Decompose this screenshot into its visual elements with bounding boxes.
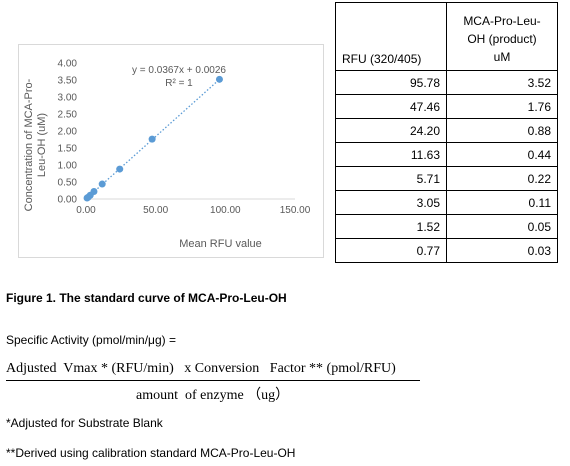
table-row: 47.46 1.76 [335, 94, 558, 119]
data-point [148, 135, 156, 143]
rfu-cell: 24.20 [335, 118, 447, 143]
y-axis-title-line: Leu-OH (uM) [36, 113, 48, 177]
product-header-line-3: uM [493, 50, 511, 64]
x-tick-label: 100.00 [210, 205, 241, 216]
y-tick-label: 3.50 [58, 76, 78, 87]
data-point [116, 165, 124, 173]
trendline-equation: y = 0.0367x + 0.0026 [132, 65, 226, 76]
data-point [98, 180, 106, 188]
x-axis-title: Mean RFU value [179, 238, 262, 250]
product-header-line-1: MCA-Pro-Leu- [463, 14, 541, 28]
table-row: 5.71 0.22 [335, 166, 558, 191]
product-header-line-2: OH (product) [467, 32, 537, 46]
product-cell: 0.05 [446, 214, 558, 239]
table-row: 0.77 0.03 [335, 238, 558, 263]
trendline-r-squared: R² = 1 [165, 78, 193, 89]
standard-curve-chart: 0.00 0.50 1.00 1.50 2.00 2.50 3.00 3.50 4.00 0.00… [23, 59, 311, 251]
y-tick-label: 1.00 [58, 161, 78, 172]
table-row: 1.52 0.05 [335, 214, 558, 239]
specific-activity-label: Specific Activity (pmol/min/μg) = [6, 333, 176, 347]
rfu-column-header: RFU (320/405) [335, 2, 447, 71]
x-tick-label: 50.00 [143, 205, 168, 216]
y-tick-label: 2.00 [58, 127, 78, 138]
table-header-row: RFU (320/405) MCA-Pro-Leu- OH (product) … [335, 2, 558, 71]
product-column-header: MCA-Pro-Leu- OH (product) uM [446, 2, 558, 71]
y-tick-label: 0.00 [58, 195, 78, 206]
rfu-cell: 0.77 [335, 238, 447, 263]
product-cell: 0.88 [446, 118, 558, 143]
formula-fraction-bar [6, 380, 420, 381]
rfu-cell: 47.46 [335, 94, 447, 119]
y-tick-label: 1.50 [58, 144, 78, 155]
formula-denominator: amount of enzyme （ug） [136, 388, 290, 403]
y-axis-title-line: Concentration of MCA-Pro- [23, 78, 35, 211]
product-cell: 0.03 [446, 238, 558, 263]
rfu-cell: 3.05 [335, 190, 447, 215]
rfu-cell: 5.71 [335, 166, 447, 191]
footnote-calibration-standard: **Derived using calibration standard MCA… [6, 446, 296, 460]
chart-panel: 0.00 0.50 1.00 1.50 2.00 2.50 3.00 3.50 4.00 0.00… [18, 44, 324, 258]
data-point [215, 75, 223, 83]
y-tick-label: 4.00 [58, 59, 78, 70]
table-row: 11.63 0.44 [335, 142, 558, 167]
product-cell: 3.52 [446, 70, 558, 95]
product-cell: 0.44 [446, 142, 558, 167]
footnote-substrate-blank: *Adjusted for Substrate Blank [6, 416, 163, 430]
product-cell: 0.22 [446, 166, 558, 191]
y-tick-label: 2.50 [58, 110, 78, 121]
rfu-cell: 11.63 [335, 142, 447, 167]
x-tick-label: 150.00 [280, 205, 311, 216]
product-cell: 1.76 [446, 94, 558, 119]
formula-numerator: Adjusted Vmax * (RFU/min) x Conversion F… [6, 361, 396, 376]
y-tick-label: 3.00 [58, 93, 78, 104]
figure-caption: Figure 1. The standard curve of MCA-Pro-… [6, 291, 287, 305]
rfu-cell: 1.52 [335, 214, 447, 239]
y-tick-label: 0.50 [58, 178, 78, 189]
rfu-cell: 95.78 [335, 70, 447, 95]
x-tick-label: 0.00 [76, 205, 96, 216]
product-cell: 0.11 [446, 190, 558, 215]
calibration-table: RFU (320/405) MCA-Pro-Leu- OH (product) … [335, 2, 558, 263]
table-row: 3.05 0.11 [335, 190, 558, 215]
data-point [83, 194, 91, 202]
table-row: 95.78 3.52 [335, 70, 558, 95]
table-row: 24.20 0.88 [335, 118, 558, 143]
